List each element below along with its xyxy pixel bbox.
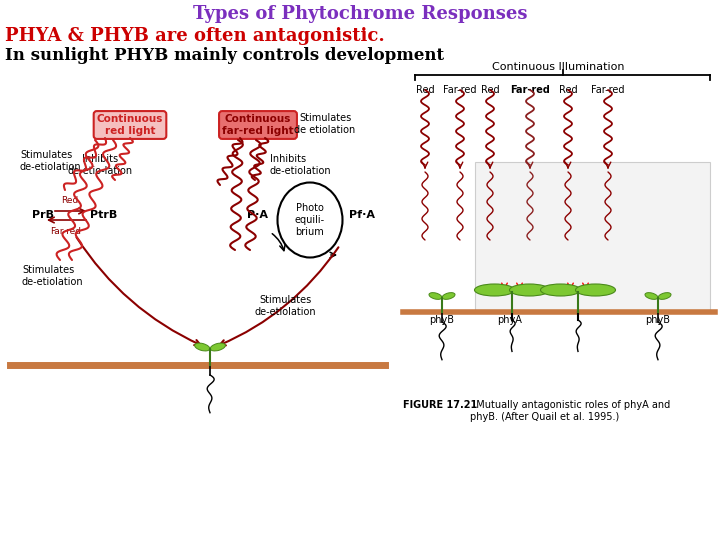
Text: Mutually antagonistic roles of phyA and
phyB. (After Quail et al. 1995.): Mutually antagonistic roles of phyA and …: [470, 400, 670, 422]
Text: P·A: P·A: [246, 210, 268, 220]
Ellipse shape: [510, 284, 549, 296]
Text: Continuous
red light: Continuous red light: [96, 114, 163, 136]
Text: PrB: PrB: [32, 210, 54, 220]
FancyBboxPatch shape: [475, 162, 710, 312]
Text: Red: Red: [481, 85, 499, 95]
Text: phyB: phyB: [646, 315, 670, 325]
Text: Far-red: Far-red: [591, 85, 625, 95]
Text: Pf·A: Pf·A: [349, 210, 375, 220]
Text: Inhibits
de-etio­lation: Inhibits de-etio­lation: [68, 154, 132, 176]
Text: Photo
equili-
brium: Photo equili- brium: [295, 204, 325, 237]
Text: FIGURE 17.21: FIGURE 17.21: [403, 400, 477, 410]
Text: Far-red: Far-red: [444, 85, 477, 95]
Ellipse shape: [474, 284, 515, 296]
Text: Inhibits
de-etiolation: Inhibits de-etiolation: [270, 154, 332, 176]
Text: Stimulates
de etiolation: Stimulates de etiolation: [294, 113, 356, 135]
Text: Stimulates
de-etiolation: Stimulates de-etiolation: [22, 265, 84, 287]
Text: Types of Phytochrome Responses: Types of Phytochrome Responses: [193, 5, 527, 23]
Text: In sunlight PHYB mainly controls development: In sunlight PHYB mainly controls develop…: [5, 47, 444, 64]
Ellipse shape: [541, 284, 580, 296]
Text: Red: Red: [61, 196, 78, 205]
Ellipse shape: [658, 293, 671, 299]
Text: Continuous
far-red light: Continuous far-red light: [222, 114, 294, 136]
Text: Far-red: Far-red: [50, 227, 81, 236]
Ellipse shape: [442, 293, 455, 299]
Text: Continuous Illumination: Continuous Illumination: [492, 62, 624, 72]
Text: PtrB: PtrB: [90, 210, 117, 220]
Text: Red: Red: [559, 85, 577, 95]
Text: phyA: phyA: [498, 315, 523, 325]
Text: Far-red: Far-red: [510, 85, 550, 95]
Ellipse shape: [194, 343, 210, 351]
Text: Stimulates
de-etiolation: Stimulates de-etiolation: [20, 150, 81, 172]
Text: Red: Red: [415, 85, 434, 95]
Ellipse shape: [645, 293, 658, 299]
Text: Stimulates
de-etiolation: Stimulates de-etiolation: [254, 295, 316, 316]
Ellipse shape: [429, 293, 442, 299]
Ellipse shape: [210, 343, 225, 351]
Text: phyB: phyB: [430, 315, 454, 325]
Text: PHYA & PHYB are often antagonistic.: PHYA & PHYB are often antagonistic.: [5, 27, 384, 45]
Ellipse shape: [575, 284, 616, 296]
